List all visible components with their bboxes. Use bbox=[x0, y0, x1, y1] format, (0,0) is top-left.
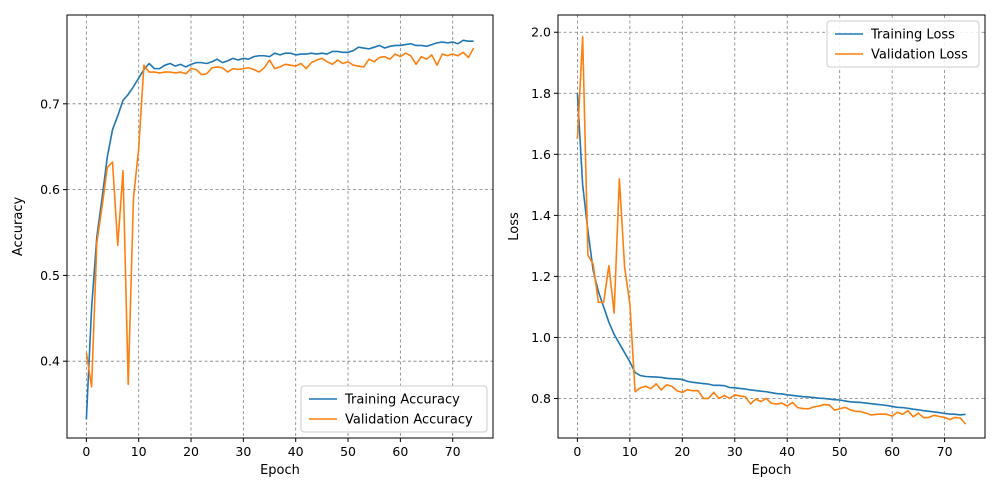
y-tick-label: 1.2 bbox=[531, 269, 551, 284]
y-tick-label: 1.4 bbox=[531, 208, 551, 223]
y-tick-label: 0.6 bbox=[40, 182, 60, 197]
plot-frame bbox=[557, 14, 986, 439]
legend: Training Accuracy Validation Accuracy bbox=[300, 385, 488, 433]
y-tick-label: 1.0 bbox=[531, 330, 551, 345]
y-tick-label: 0.5 bbox=[40, 268, 60, 283]
x-tick-label: 30 bbox=[235, 444, 251, 459]
x-axis-title: Epoch bbox=[260, 463, 300, 478]
x-tick-label: 10 bbox=[622, 444, 638, 459]
y-tick-label: 2.0 bbox=[531, 25, 551, 40]
x-tick-label: 60 bbox=[884, 444, 900, 459]
x-axis-title: Epoch bbox=[752, 463, 792, 478]
y-tick-label: 0.8 bbox=[531, 391, 551, 406]
x-tick-label: 70 bbox=[445, 444, 461, 459]
y-tick-label: 1.8 bbox=[531, 86, 551, 101]
series-line-training bbox=[85, 39, 474, 420]
series-line-validation bbox=[576, 36, 967, 425]
x-tick-label: 40 bbox=[779, 444, 795, 459]
x-tick-label: 50 bbox=[340, 444, 356, 459]
x-tick-label: 30 bbox=[727, 444, 743, 459]
legend-box bbox=[826, 20, 980, 68]
x-tick-label: 20 bbox=[183, 444, 199, 459]
x-tick-label: 50 bbox=[832, 444, 848, 459]
x-tick-label: 60 bbox=[392, 444, 408, 459]
series-line-training bbox=[576, 93, 966, 416]
legend-box bbox=[300, 385, 488, 433]
x-tick-label: 10 bbox=[131, 444, 147, 459]
legend: Training Loss Validation Loss bbox=[826, 20, 980, 68]
y-axis-title: Loss bbox=[507, 212, 522, 241]
series-line-validation bbox=[85, 47, 475, 388]
loss-chart: 0 10 20 30 40 50 60 70 0.8 1.0 1.2 1.4 1.6 1.8 2.0 Epoc… bbox=[507, 14, 986, 478]
plot-frame bbox=[66, 14, 494, 439]
y-axis-title: Accuracy bbox=[11, 197, 26, 257]
y-tick-label: 0.4 bbox=[40, 354, 60, 369]
x-tick-label: 0 bbox=[82, 444, 90, 459]
x-tick-label: 0 bbox=[573, 444, 581, 459]
x-tick-label: 20 bbox=[674, 444, 690, 459]
x-tick-label: 70 bbox=[937, 444, 953, 459]
x-tick-label: 40 bbox=[288, 444, 304, 459]
accuracy-chart: 0 10 20 30 40 50 60 70 0.4 0.5 0.6 0.7 Epoch Accuracy… bbox=[11, 14, 494, 478]
legend-label: Validation Loss bbox=[871, 48, 968, 63]
legend-label: Training Accuracy bbox=[344, 393, 460, 408]
y-tick-label: 1.6 bbox=[531, 147, 551, 162]
y-tick-label: 0.7 bbox=[40, 96, 60, 111]
legend-label: Training Loss bbox=[870, 28, 955, 43]
legend-label: Validation Accuracy bbox=[345, 413, 473, 428]
